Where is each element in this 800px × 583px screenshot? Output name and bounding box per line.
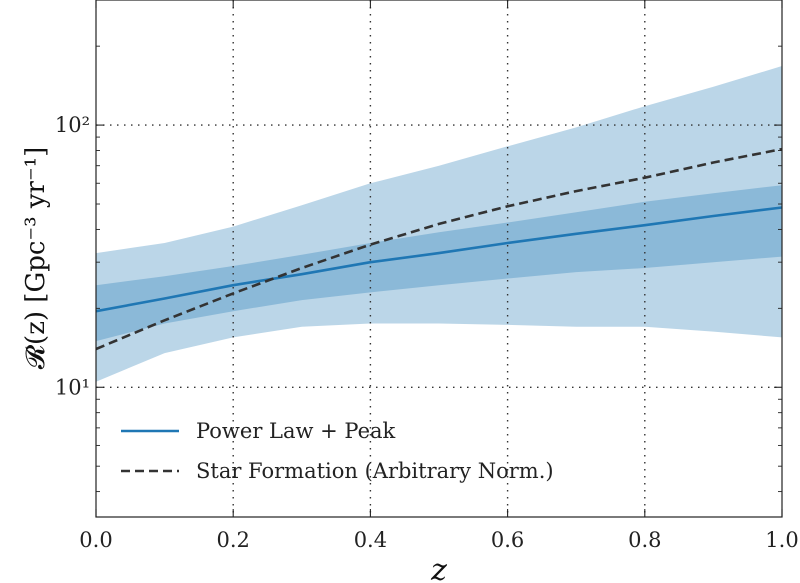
x-tick-label: 0.0 xyxy=(79,528,112,552)
band-inner xyxy=(96,185,782,342)
y-tick-label: 10² xyxy=(55,113,90,137)
x-tick-label: 1.0 xyxy=(765,528,798,552)
x-tick-label: 0.8 xyxy=(628,528,661,552)
axis-ticks xyxy=(95,0,783,517)
x-tick-label: 0.6 xyxy=(491,528,524,552)
legend: Power Law + Peak Star Formation (Arbitra… xyxy=(121,419,554,483)
series-lines xyxy=(96,147,782,351)
y-axis-label: 𝓡(z) [Gpc⁻³ yr⁻¹] xyxy=(21,147,51,369)
x-tick-label: 0.4 xyxy=(354,528,387,552)
x-axis-label: z xyxy=(430,553,447,583)
tick-labels: 0.0 0.2 0.4 0.6 0.8 1.0 10¹ 10² xyxy=(55,113,799,552)
x-tick-label: 0.2 xyxy=(216,528,249,552)
plot-frame xyxy=(95,0,783,518)
legend-label-power-law-peak: Power Law + Peak xyxy=(196,419,396,443)
series-line-0 xyxy=(96,206,782,313)
grid-lines xyxy=(96,0,782,517)
legend-label-star-formation: Star Formation (Arbitrary Norm.) xyxy=(196,459,554,483)
series-line-1 xyxy=(96,147,782,351)
y-tick-label: 10¹ xyxy=(55,375,90,399)
